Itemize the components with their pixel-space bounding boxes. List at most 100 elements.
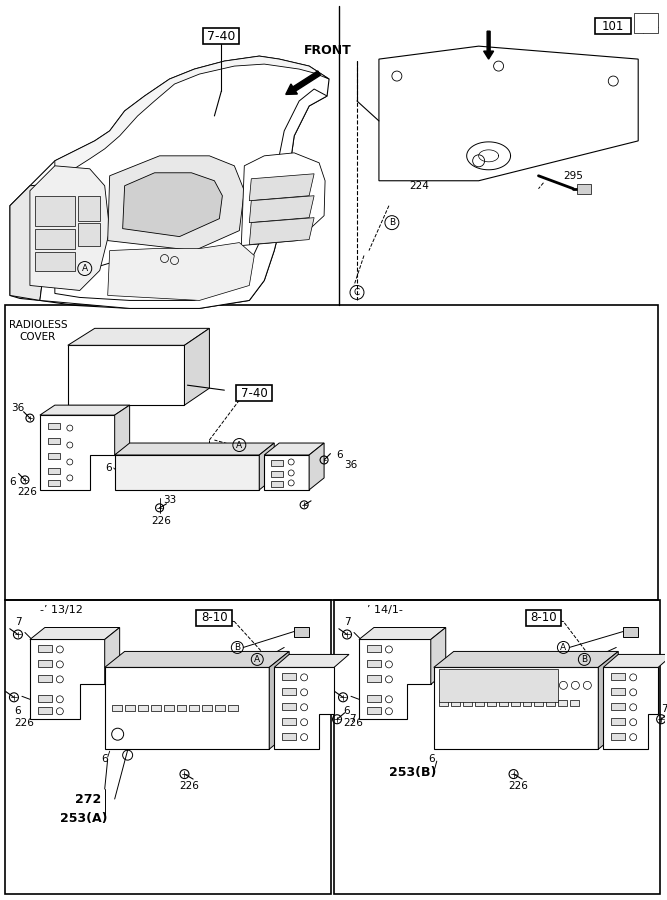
Text: 272: 272 [75,793,101,806]
Text: C: C [354,288,360,297]
Text: 8-10: 8-10 [530,611,557,624]
Bar [367,645,381,652]
FancyArrow shape [285,71,320,94]
Polygon shape [78,195,100,220]
Polygon shape [68,346,185,405]
Bar [611,734,625,740]
Text: 36: 36 [11,403,25,413]
Bar [367,675,381,682]
Bar [367,707,381,715]
Bar [570,700,580,706]
Bar [282,703,296,710]
Text: 6: 6 [343,706,350,716]
Polygon shape [434,652,618,668]
Bar [163,706,173,711]
Text: 226: 226 [14,718,34,728]
Text: 7-40: 7-40 [241,387,267,400]
Bar [271,460,283,466]
Bar [5,305,658,599]
Bar [534,700,544,706]
Polygon shape [578,184,592,194]
Polygon shape [185,328,209,405]
Bar [111,706,121,711]
Polygon shape [40,415,115,490]
Bar [215,706,225,711]
Text: A: A [560,643,566,652]
Polygon shape [35,195,75,226]
Bar [611,703,625,710]
Bar [38,661,52,668]
Polygon shape [598,652,618,749]
Bar [202,706,212,711]
Bar [510,700,520,706]
Polygon shape [115,405,129,455]
Text: B: B [389,218,395,227]
Polygon shape [40,405,129,415]
Text: B: B [581,655,588,664]
Text: 226: 226 [343,718,363,728]
Text: RADIOLESS
COVER: RADIOLESS COVER [9,320,67,342]
Text: 7: 7 [15,616,21,626]
Bar [48,480,60,486]
Polygon shape [107,243,254,301]
Bar [177,706,187,711]
Polygon shape [68,328,209,346]
Polygon shape [634,14,658,33]
Bar [125,706,135,711]
Text: 8-10: 8-10 [201,611,227,624]
Polygon shape [439,670,558,702]
Text: 226: 226 [509,781,528,791]
Bar [522,700,532,706]
Text: 7: 7 [344,616,350,626]
Text: B: B [234,643,240,652]
Polygon shape [249,174,314,201]
Bar [611,688,625,696]
Bar [228,706,238,711]
Polygon shape [434,668,598,749]
Polygon shape [115,455,259,490]
Bar [5,599,331,894]
Text: 7: 7 [349,715,356,724]
Bar [463,700,472,706]
Bar [334,599,660,894]
Polygon shape [35,252,75,271]
Text: A: A [236,440,242,449]
Bar [611,718,625,725]
Polygon shape [269,652,289,749]
Text: 6: 6 [428,754,435,764]
Polygon shape [241,153,325,246]
Bar [38,645,52,652]
Polygon shape [359,627,446,640]
Polygon shape [30,640,105,719]
Bar [282,734,296,740]
Text: 6: 6 [105,463,111,473]
Polygon shape [264,443,324,455]
Polygon shape [55,56,329,184]
Bar [487,700,496,706]
Bar [451,700,460,706]
Bar [197,609,232,626]
Polygon shape [123,173,222,237]
Polygon shape [309,443,324,490]
Bar [48,453,60,459]
Polygon shape [105,668,269,749]
Text: 6: 6 [9,477,16,487]
Text: 7-40: 7-40 [207,30,235,42]
Polygon shape [30,627,119,640]
Bar [596,18,631,34]
Bar [137,706,147,711]
Polygon shape [35,229,75,248]
Polygon shape [40,89,327,309]
Text: 36: 36 [344,460,358,470]
Polygon shape [78,222,100,246]
Text: 226: 226 [179,781,199,791]
Bar [38,696,52,702]
Text: 295: 295 [564,171,584,181]
Text: 33: 33 [163,495,176,505]
Polygon shape [274,668,334,749]
Bar [367,696,381,702]
Polygon shape [259,443,274,490]
Bar [526,609,562,626]
Text: 253(A): 253(A) [60,813,107,825]
Polygon shape [379,46,638,181]
